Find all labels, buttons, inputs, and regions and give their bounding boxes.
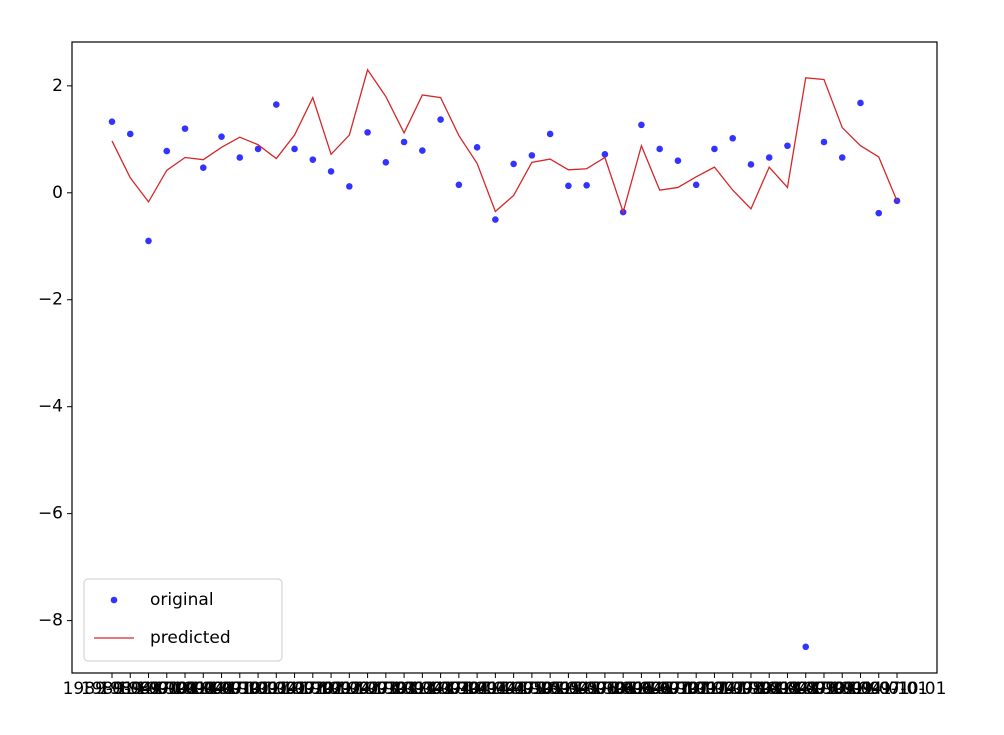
scatter-point [765,154,773,161]
scatter-point [857,99,864,107]
x-tick-label: 1998-07-01 [756,679,855,699]
x-tick-label: 1992-01-01 [282,679,381,699]
scatter-point [473,144,481,151]
x-tick-label: 1999-04-01 [811,679,910,699]
x-tick-label: 1997-04-01 [665,679,764,699]
x-tick-label: 1997-10-01 [702,679,801,699]
scatter-point [729,134,736,142]
scatter-point [784,142,791,150]
scatter-point [382,159,390,166]
x-tick-label: 1996-10-01 [629,679,728,699]
x-tick-label: 1994-04-01 [446,679,545,699]
x-tick-label: 1997-07-01 [683,679,782,699]
scatter-point [364,129,371,136]
scatter-point [199,164,207,171]
scatter-point [565,182,572,190]
x-tick-label: 1999-10-01 [848,679,947,699]
scatter-point [546,130,554,138]
x-tick-label: 1999-07-01 [829,679,928,699]
scatter-point [492,216,499,223]
x-tick-label: 1991-01-01 [209,679,308,699]
x-tick-label: 1992-10-01 [336,679,435,699]
x-tick-label: 1991-10-01 [263,679,362,699]
scatter-point [400,138,408,146]
scatter-point [254,145,262,153]
scatter-point [820,138,828,146]
scatter-point [145,237,152,245]
scatter-point [126,130,134,138]
x-tick-label: 1989-04-01 [81,679,180,699]
plot-frame [71,41,938,674]
x-tick-label: 1992-07-01 [318,679,417,699]
scatter-point [181,125,189,132]
x-tick-label: 1994-01-01 [428,679,527,699]
x-tick-label: 1996-07-01 [610,679,709,699]
scatter-point [437,116,444,123]
y-tick-label: 0 [52,183,63,203]
x-tick-label: 1989-01-01 [63,679,162,699]
x-tick-label: 1998-10-01 [775,679,874,699]
x-tick-label: 1995-01-01 [501,679,600,699]
x-tick-label: 1999-01-01 [793,679,892,699]
scatter-point [236,154,244,161]
scatter-point [601,150,609,158]
x-tick-label: 1996-04-01 [592,679,691,699]
x-tick-label: 1994-10-01 [482,679,581,699]
x-tick-label: 1991-04-01 [227,679,326,699]
x-tick-label: 1991-07-01 [245,679,344,699]
scatter-point [747,161,755,168]
x-tick-label: 1989-10-01 [117,679,216,699]
scatter-point [218,133,225,140]
scatter-point [455,181,463,189]
y-tick-label: −4 [38,397,63,417]
y-tick-label: −2 [38,290,63,310]
x-tick-label: 1990-01-01 [136,679,235,699]
scatter-point [711,145,718,153]
scatter-point [583,182,590,189]
x-tick-label: 1995-07-01 [537,679,636,699]
scatter-point [108,118,116,125]
scatter-point [510,160,517,168]
x-tick-label: 1996-01-01 [574,679,673,699]
scatter-point [327,168,335,175]
scatter-point [163,147,171,155]
x-tick-label: 1990-10-01 [190,679,289,699]
y-tick-label: −8 [38,611,63,631]
scatter-point [674,157,682,165]
scatter-point [838,154,846,161]
line-series [111,68,898,215]
scatter-point [656,145,663,153]
x-tick-label: 1995-10-01 [556,679,655,699]
x-tick-label: 1992-04-01 [300,679,399,699]
x-tick-label: 1995-04-01 [519,679,618,699]
scatter-point [309,156,317,163]
legend-label: original [150,590,214,610]
x-tick-label: 1998-01-01 [720,679,819,699]
scatter-point [419,147,426,154]
scatter-point [528,152,536,159]
scatter-point [273,101,280,108]
x-tick-label: 1993-04-01 [373,679,472,699]
x-tick-label: 1994-07-01 [464,679,563,699]
x-tick-label: 1990-04-01 [154,679,253,699]
x-tick-label: 1993-01-01 [355,679,454,699]
x-tick-label: 1993-10-01 [409,679,508,699]
scatter-point [692,181,700,189]
x-tick-label: 1989-07-01 [99,679,198,699]
scatter-point [802,643,810,651]
x-tick-label: 1993-07-01 [391,679,490,699]
x-tick-label: 1997-01-01 [647,679,746,699]
legend-marker [110,596,118,604]
scatter-point [638,121,645,129]
y-tick-label: 2 [52,76,63,96]
x-tick-label: 1998-04-01 [738,679,837,699]
x-tick-label: 1990-07-01 [172,679,271,699]
scatter-point [346,183,353,190]
legend-box [83,578,283,662]
y-tick-label: −6 [38,504,63,524]
legend-label: predicted [150,628,231,648]
scatter-point [291,145,298,153]
scatter-point [875,209,883,217]
